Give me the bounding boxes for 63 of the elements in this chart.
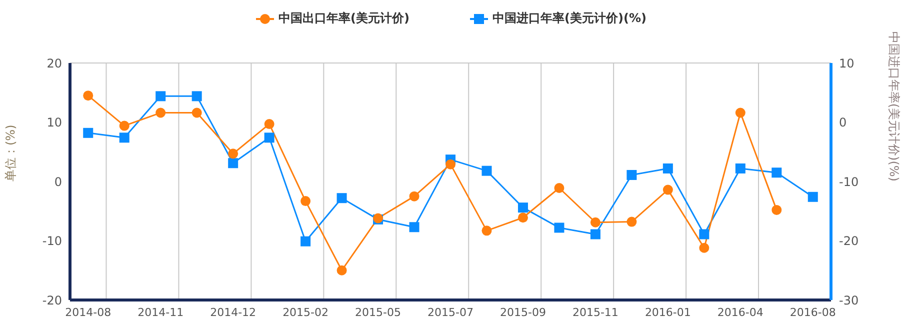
point (518, 202, 528, 213)
x-tick-label: 2014-08 (65, 306, 112, 319)
x-tick-label: 2015-09 (500, 306, 546, 319)
x-tick-label: 2015-05 (355, 306, 402, 319)
x-tick-label: 2015-07 (428, 306, 474, 319)
point (699, 242, 710, 253)
x-tick-label: 2016-04 (717, 306, 764, 319)
point (590, 217, 600, 228)
x-tick-label: 2015-02 (282, 306, 329, 319)
y2-tick-label: -30 (839, 293, 859, 308)
legend-label: 中国出口年率(美元计价) (278, 10, 410, 27)
y2-tick-label: -10 (839, 174, 859, 189)
x-tick-label: 2015-11 (572, 306, 618, 319)
point (554, 222, 564, 233)
y2-axis-title: 中国进口年率(美元计价)(%) (886, 31, 901, 182)
x-tick-label: 2016-08 (790, 306, 836, 319)
point (228, 158, 238, 168)
point (662, 184, 673, 195)
point (192, 91, 202, 102)
y-tick-label: -10 (42, 234, 62, 248)
y-tick-label: -20 (42, 293, 62, 308)
point (626, 170, 637, 180)
x-tick-label: 2016-01 (644, 306, 691, 319)
point (735, 163, 746, 174)
point (228, 148, 238, 159)
legend-label: 中国进口年率(美元计价)(%) (492, 10, 646, 27)
point (83, 90, 94, 101)
point (336, 193, 347, 204)
point (662, 163, 673, 174)
point (518, 212, 528, 223)
point (336, 265, 347, 276)
point (83, 128, 94, 138)
point (554, 183, 564, 194)
point (119, 132, 130, 143)
point (300, 196, 311, 206)
y2-tick-label: -20 (839, 234, 859, 248)
point (409, 191, 420, 202)
y-tick-label: 20 (46, 56, 62, 70)
point (119, 120, 130, 131)
point (735, 108, 746, 118)
point (482, 226, 492, 236)
point (156, 108, 166, 118)
y2-tick-label: 10 (839, 56, 854, 70)
y-tick-label: 0 (54, 174, 62, 189)
point (264, 119, 274, 130)
x-tick-label: 2014-11 (138, 306, 184, 319)
point (808, 192, 818, 202)
point (482, 166, 492, 176)
point (446, 159, 456, 170)
point (300, 236, 311, 246)
point (626, 216, 637, 227)
point (772, 168, 782, 178)
y2-tick-label: 0 (839, 116, 847, 130)
y-tick-label: 10 (46, 116, 62, 130)
point (156, 91, 166, 102)
point (264, 132, 274, 143)
y-axis-title: 单位：(%) (3, 124, 18, 182)
point (699, 229, 710, 240)
point (409, 222, 420, 232)
point (590, 229, 600, 240)
point (192, 108, 202, 118)
point (772, 204, 782, 215)
x-tick-label: 2014-12 (210, 306, 256, 319)
